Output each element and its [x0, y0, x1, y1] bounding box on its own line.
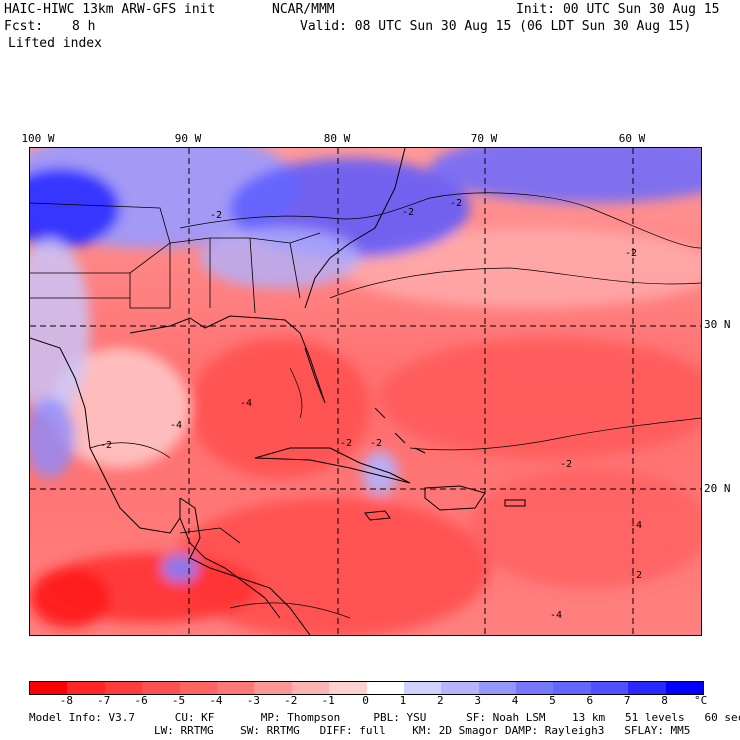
colorbar-tick-label: 7	[623, 694, 631, 707]
field-name: Lifted index	[8, 36, 102, 51]
colorbar-swatch	[590, 682, 629, 694]
contour-label: -2	[625, 248, 637, 259]
colorbar-swatch	[665, 682, 704, 694]
colorbar-tick-label: 6	[586, 694, 594, 707]
contour-label: -2	[370, 438, 382, 449]
colorbar-swatch	[104, 682, 143, 694]
colorbar-swatch	[366, 682, 404, 694]
org-label: NCAR/MMM	[272, 2, 335, 17]
colorbar-tick-label: 8	[661, 694, 668, 707]
contour-label: -4	[550, 610, 562, 621]
political-borders	[30, 202, 321, 544]
colorbar-tick-label: 2	[436, 694, 444, 707]
colorbar-swatch	[516, 682, 554, 694]
contour-label: -2	[402, 207, 414, 218]
colorbar	[29, 681, 704, 695]
li-contours	[89, 192, 701, 619]
colorbar-swatch	[628, 682, 666, 694]
init-time: Init: 00 UTC Sun 30 Aug 15	[516, 2, 720, 17]
contour-label: -2	[100, 440, 112, 451]
colorbar-tick-label: 5	[549, 694, 556, 707]
lat-label-30n: 30 N	[704, 318, 731, 331]
colorbar-swatch	[179, 682, 217, 694]
valid-time: Valid: 08 UTC Sun 30 Aug 15 (06 LDT Sun …	[300, 19, 692, 34]
contour-label: -2	[450, 198, 462, 209]
lon-label-70w: 70 W	[470, 132, 498, 145]
model-info-line2: LW: RRTMG SW: RRTMG DIFF: full KM: 2D Sm…	[154, 724, 691, 737]
contour-label: -4	[630, 520, 642, 531]
colorbar-swatch	[553, 682, 591, 694]
model-info-line1: Model Info: V3.7 CU: KF MP: Thompson PBL…	[29, 711, 740, 724]
graticule	[30, 148, 701, 635]
colorbar-swatch	[67, 682, 105, 694]
forecast-label: Fcst:	[4, 19, 44, 34]
colorbar-tick-label: -7	[97, 694, 111, 707]
contour-label: -4	[240, 398, 252, 409]
colorbar-unit: °C	[694, 694, 708, 707]
colorbar-tick-label: -8	[59, 694, 73, 707]
lifted-index-map: -2 -2 -2 -2 -2 -2 -2 -4 -4 -4 -4 -2 -2	[29, 147, 702, 636]
lon-label-100w: 100 W	[21, 132, 55, 145]
contour-label: -2	[560, 459, 572, 470]
lat-label-20n: 20 N	[704, 482, 731, 495]
forecast-hour: 8 h	[72, 19, 96, 34]
colorbar-swatch	[216, 682, 255, 694]
lon-label-90w: 90 W	[174, 132, 202, 145]
colorbar-swatch	[30, 682, 68, 694]
map-canvas: -2 -2 -2 -2 -2 -2 -2 -4 -4 -4 -4 -2 -2	[30, 148, 701, 635]
colorbar-swatch	[291, 682, 330, 694]
model-title: HAIC-HIWC 13km ARW-GFS init	[4, 2, 216, 17]
contour-label: -2	[630, 570, 642, 581]
lon-label-80w: 80 W	[323, 132, 351, 145]
colorbar-tick-label: -3	[246, 694, 260, 707]
contour-label: -2	[340, 438, 352, 449]
colorbar-swatch	[403, 682, 442, 694]
colorbar-tick-label: -6	[134, 694, 148, 707]
colorbar-swatch	[478, 682, 517, 694]
colorbar-swatch	[329, 682, 367, 694]
colorbar-tick-label: 0	[362, 694, 369, 707]
colorbar-tick-label: -4	[209, 694, 223, 707]
li-shading	[30, 148, 701, 635]
colorbar-tick-label: -2	[284, 694, 298, 707]
contour-label: -2	[210, 210, 222, 221]
colorbar-tick-label: 3	[474, 694, 481, 707]
colorbar-tick-label: -5	[171, 694, 186, 707]
colorbar-swatch	[441, 682, 479, 694]
colorbar-swatch	[142, 682, 180, 694]
lon-label-60w: 60 W	[618, 132, 646, 145]
colorbar-tick-label: 1	[399, 694, 407, 707]
contour-label: -4	[170, 420, 182, 431]
colorbar-tick-label: 4	[511, 694, 519, 707]
colorbar-swatch	[254, 682, 292, 694]
colorbar-tick-label: -1	[321, 694, 335, 707]
